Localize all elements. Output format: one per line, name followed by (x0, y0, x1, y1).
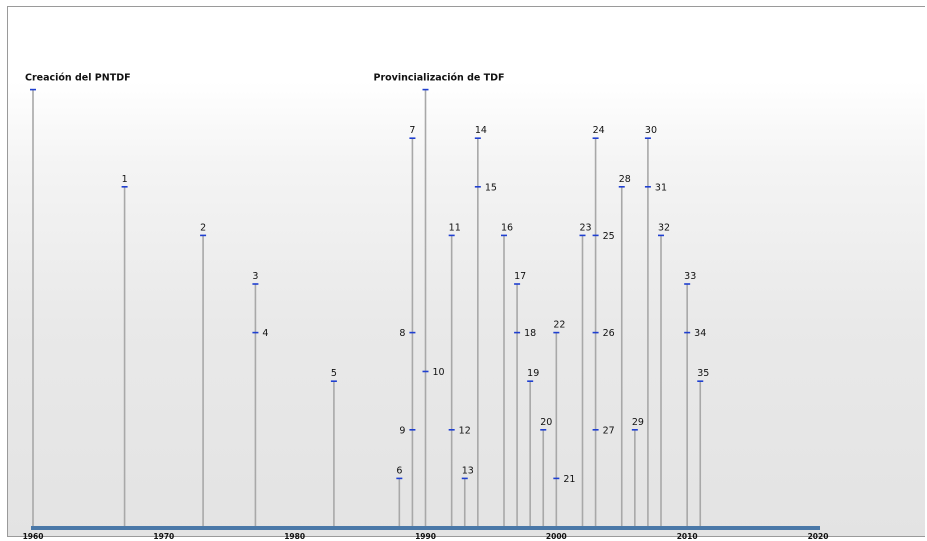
event-label: 22 (553, 320, 565, 331)
x-tick-label: 1960 (23, 532, 44, 541)
event-label: 29 (632, 417, 644, 428)
x-axis-line (31, 526, 820, 530)
event-label: 13 (462, 465, 474, 476)
event-label: 8 (399, 328, 405, 339)
event-label: 12 (459, 425, 471, 436)
event-label: 35 (697, 368, 709, 379)
event-label: 33 (684, 271, 696, 282)
event-label: 9 (399, 425, 405, 436)
event-label: 10 (433, 367, 445, 378)
x-tick-label: 2000 (546, 532, 567, 541)
x-tick-label: 2020 (808, 532, 829, 541)
event-label: 31 (655, 182, 667, 193)
event-label: 3 (252, 271, 258, 282)
event-label: 17 (514, 271, 526, 282)
event-label: 26 (603, 328, 615, 339)
event-label: 16 (501, 222, 513, 233)
annotation-label: Creación del PNTDF (25, 73, 131, 84)
event-label: 28 (619, 174, 631, 185)
event-label: 23 (580, 222, 592, 233)
event-label: 15 (485, 182, 497, 193)
event-label: 34 (694, 328, 706, 339)
event-label: 1 (122, 174, 128, 185)
event-label: 21 (563, 474, 575, 485)
x-tick-label: 1990 (415, 532, 436, 541)
event-label: 20 (540, 417, 552, 428)
x-tick-label: 1980 (284, 532, 305, 541)
annotation-label: Provincialización de TDF (374, 73, 505, 84)
event-label: 27 (603, 425, 615, 436)
chart-frame (7, 6, 925, 537)
event-label: 19 (527, 368, 539, 379)
x-tick-label: 2010 (677, 532, 698, 541)
event-label: 30 (645, 125, 657, 136)
event-label: 6 (396, 465, 402, 476)
event-label: 11 (449, 222, 461, 233)
event-label: 18 (524, 328, 536, 339)
event-label: 7 (409, 125, 415, 136)
event-label: 14 (475, 125, 487, 136)
event-label: 2 (200, 222, 206, 233)
event-label: 5 (331, 368, 337, 379)
x-tick-label: 1970 (153, 532, 174, 541)
event-label: 25 (603, 231, 615, 242)
event-label: 4 (262, 328, 268, 339)
event-label: 24 (593, 125, 605, 136)
event-label: 32 (658, 222, 670, 233)
